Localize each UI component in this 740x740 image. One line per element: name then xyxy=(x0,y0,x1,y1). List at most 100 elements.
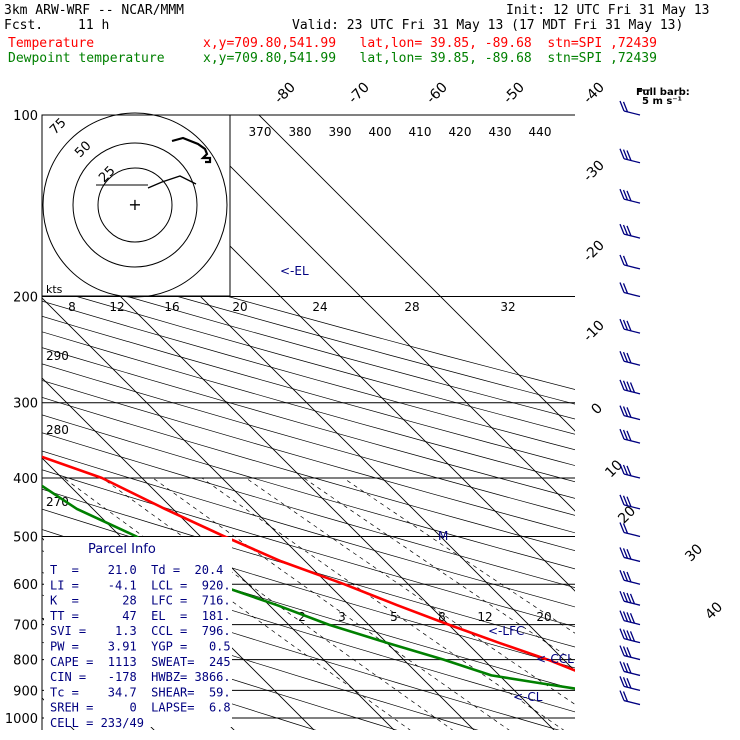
wind-barb-flag xyxy=(622,629,629,640)
level-marker: M xyxy=(438,529,448,543)
wind-barb-flag xyxy=(622,611,629,622)
mixing-ratio-line xyxy=(101,477,454,730)
wind-barb-flag xyxy=(626,465,632,477)
pressure-tick-label: 900 xyxy=(13,684,38,699)
isotherm-tick-label: -60 xyxy=(423,79,450,106)
wind-barb-flag xyxy=(626,190,632,202)
wind-barb-flag xyxy=(622,495,629,507)
parcel-info-row: SREH = 0 LAPSE= 6.8 xyxy=(50,701,231,715)
mixing-ratio-line xyxy=(152,477,510,730)
level-marker: <-LFC xyxy=(488,624,524,638)
mixing-ratio-label: 20 xyxy=(536,610,551,624)
dry-adiabat xyxy=(42,243,575,390)
dry-adiabat xyxy=(42,450,575,608)
wind-barb-flag xyxy=(626,612,632,623)
parcel-info-row: TT = 47 EL = 181. xyxy=(50,609,231,623)
dewpoint-legend-label: Dewpoint temperature xyxy=(8,51,165,66)
theta-e-label: 420 xyxy=(449,125,472,139)
parcel-info-row: PW = 3.91 YGP = 0.5 xyxy=(50,640,231,654)
mixing-ratio-line xyxy=(201,477,565,730)
wind-barb-flag xyxy=(626,225,632,237)
theta-e-label: 370 xyxy=(249,125,272,139)
model-title: 3km ARW-WRF -- NCAR/MMM xyxy=(4,3,185,18)
wind-barb-flag xyxy=(626,352,632,364)
wind-barb-flag xyxy=(626,571,632,583)
wind-barb-flag xyxy=(619,610,625,621)
hodograph-trace-lower xyxy=(147,175,197,189)
dry-adiabat xyxy=(42,469,575,628)
wind-barb-staff xyxy=(623,638,641,644)
isotherm-line xyxy=(42,377,395,730)
wind-barb-flag xyxy=(626,430,632,442)
barb-legend-title: Full barb: xyxy=(636,87,690,98)
wind-barb-flag xyxy=(619,428,625,440)
wind-barb-flag xyxy=(626,407,632,418)
wind-barb-flag xyxy=(622,101,629,113)
wind-barb-flag xyxy=(626,150,632,161)
barb-legend-value: 5 m s⁻¹ xyxy=(642,96,682,107)
dry-adiabat xyxy=(42,257,575,405)
isotherm-tick-label: -10 xyxy=(580,317,607,344)
parcel-info-row: LI = -4.1 LCL = 920. xyxy=(50,578,231,592)
isotherm-tick-label: -30 xyxy=(580,157,607,184)
dry-adiabat xyxy=(42,271,575,420)
isotherm-tick-label: 30 xyxy=(682,541,706,565)
wind-barb-staff xyxy=(623,670,641,677)
mixing-ratio-line xyxy=(343,477,575,634)
wind-barb-staff xyxy=(623,360,641,366)
isotherm-tick-label: -50 xyxy=(500,79,527,106)
forecast-label: Fcst. xyxy=(4,18,44,33)
pressure-tick-label: 1000 xyxy=(5,712,38,727)
mixing-ratio-label: 12 xyxy=(109,300,124,314)
wind-barb-flag xyxy=(619,254,625,266)
mixing-ratio-label: 5 xyxy=(390,610,398,624)
wind-barb-flag xyxy=(619,645,625,656)
wind-barb-flag xyxy=(622,691,629,702)
wind-barb-flag xyxy=(626,662,632,674)
wind-barb-flag xyxy=(619,223,625,235)
parcel-info-title: Parcel Info xyxy=(88,542,156,557)
theta-e-label: 440 xyxy=(529,125,552,139)
parcel-info-row: CAPE = 1113 SWEAT= 245 xyxy=(50,655,231,669)
hodograph-ring xyxy=(42,112,228,298)
wind-barb-staff xyxy=(623,389,641,395)
wind-barb-flag xyxy=(626,548,632,560)
isotherm-tick-label: -20 xyxy=(580,237,607,264)
wind-barb-flag xyxy=(622,591,629,603)
level-marker: <-CL xyxy=(513,690,543,704)
dry-adiabat xyxy=(42,285,575,435)
wind-barb-flag xyxy=(619,379,625,391)
wind-barb-flag xyxy=(619,282,625,293)
sounding-profiles xyxy=(42,455,575,690)
mixing-ratio-label: 24 xyxy=(312,300,327,314)
dry-adiabat xyxy=(42,594,479,730)
parcel-info-row: Tc = 34.7 SHEAR= 59. xyxy=(50,685,231,699)
wind-barb-staff xyxy=(623,158,641,164)
pressure-tick-label: 400 xyxy=(13,472,38,487)
mixing-ratio-label: 3 xyxy=(338,610,346,624)
isotherm-line xyxy=(42,297,475,730)
isotherm-tick-label: 40 xyxy=(702,599,726,623)
wind-barb-flag xyxy=(619,405,625,416)
wind-barb-flag xyxy=(619,350,625,362)
dry-adiabat xyxy=(42,300,575,451)
wind-barb-staff xyxy=(623,233,641,239)
init-time: Init: 12 UTC Fri 31 May 13 xyxy=(506,3,710,18)
pressure-tick-label: 500 xyxy=(13,530,38,545)
theta-label: 290 xyxy=(46,349,69,363)
hodograph-trace xyxy=(171,136,212,164)
temperature-legend-label: Temperature xyxy=(8,36,95,51)
theta-e-label: 430 xyxy=(489,125,512,139)
wind-barb-flag xyxy=(622,189,629,201)
wind-barb-flag xyxy=(622,380,629,391)
wind-barb-flag xyxy=(629,593,636,605)
pressure-tick-label: 700 xyxy=(13,619,38,634)
level-marker: <-CCL xyxy=(536,652,574,666)
parcel-info-row: T = 21.0 Td = 20.4 xyxy=(50,563,223,577)
wind-barb-staff xyxy=(623,556,641,563)
wind-barb-flag xyxy=(619,148,625,159)
theta-e-label: 390 xyxy=(329,125,352,139)
wind-barb-flag xyxy=(626,677,632,689)
